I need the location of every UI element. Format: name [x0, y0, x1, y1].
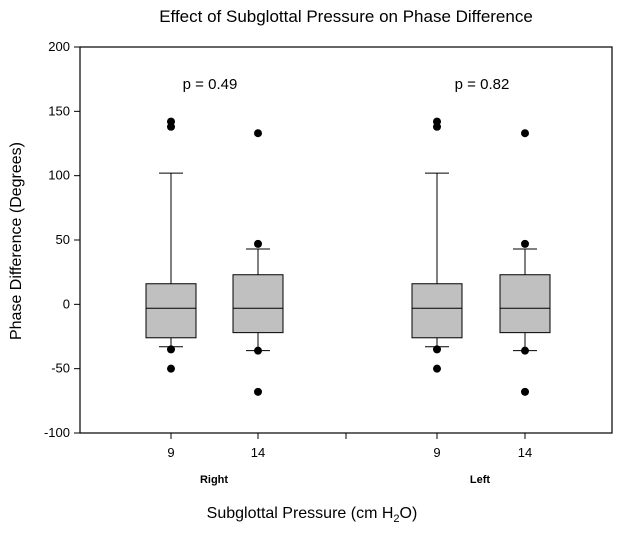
- group-label: Left: [470, 474, 491, 486]
- x-axis-label-end: O): [399, 505, 418, 522]
- p-value-annotation: p = 0.82: [455, 76, 510, 93]
- outlier-point: [254, 387, 262, 396]
- outlier-point: [167, 364, 175, 373]
- box: [145, 283, 197, 339]
- group-label: Right: [200, 474, 228, 486]
- outlier-point: [167, 122, 175, 131]
- x-axis-label: Subglottal Pressure (cm H2O): [0, 505, 624, 525]
- x-tick-label: 14: [518, 445, 532, 460]
- outlier-point: [521, 346, 529, 355]
- y-tick-label: -50: [51, 361, 70, 376]
- x-axis-label-main: Subglottal Pressure (cm H: [206, 505, 394, 522]
- outlier-point: [521, 387, 529, 396]
- chart-title: Effect of Subglottal Pressure on Phase D…: [159, 7, 533, 26]
- outlier-point: [521, 239, 529, 248]
- box: [411, 283, 463, 339]
- y-tick-label: 200: [48, 39, 70, 54]
- x-axis-label-subscript: 2: [393, 513, 400, 526]
- y-axis-label: Phase Difference (Degrees): [8, 142, 25, 340]
- y-tick-label: 100: [48, 168, 70, 183]
- x-tick-label: 9: [167, 445, 174, 460]
- outlier-point: [167, 345, 175, 354]
- box: [232, 274, 284, 334]
- outlier-point: [254, 239, 262, 248]
- plot-area: -100 -50 0 50 100 150 200 9 14 9 14 Right p = 0.49 Le…: [44, 39, 613, 486]
- y-tick-label: 50: [56, 232, 70, 247]
- y-tick-label: -100: [44, 425, 70, 440]
- x-tick-label: 14: [251, 445, 265, 460]
- outlier-point: [254, 346, 262, 355]
- x-tick-label: 9: [433, 445, 440, 460]
- y-tick-label: 150: [48, 103, 70, 118]
- outlier-point: [433, 345, 441, 354]
- outlier-point: [433, 364, 441, 373]
- outlier-point: [254, 129, 262, 138]
- box: [499, 274, 551, 334]
- y-tick-label: 0: [63, 296, 70, 311]
- p-value-annotation: p = 0.49: [183, 76, 238, 93]
- plot-frame: [79, 46, 613, 434]
- outlier-point: [521, 129, 529, 138]
- outlier-point: [433, 122, 441, 131]
